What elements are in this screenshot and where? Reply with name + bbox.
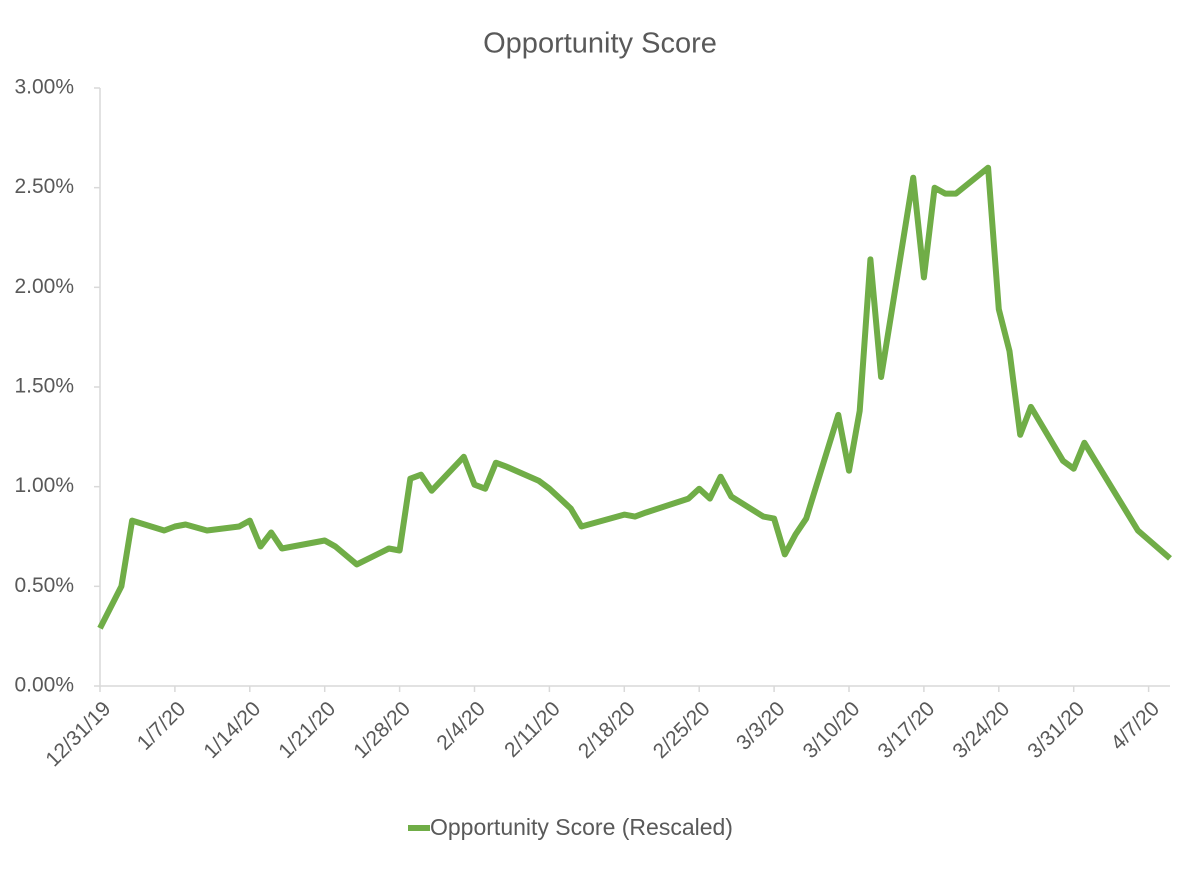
x-tick-label: 12/31/19 xyxy=(41,697,115,771)
x-tick-label: 1/28/20 xyxy=(349,697,415,763)
x-tick-label: 1/21/20 xyxy=(274,697,340,763)
y-tick-label: 1.50% xyxy=(14,375,74,398)
line-series xyxy=(97,164,1172,630)
x-tick-label: 2/11/20 xyxy=(500,697,565,762)
chart-title: Opportunity Score xyxy=(483,28,717,60)
x-tick-label: 2/4/20 xyxy=(432,697,490,755)
x-tick-label: 3/10/20 xyxy=(799,697,865,763)
x-tick-label: 1/14/20 xyxy=(199,697,265,763)
x-tick-label: 1/7/20 xyxy=(133,697,191,755)
y-tick-label: 3.00% xyxy=(14,76,74,99)
y-tick-label: 0.50% xyxy=(14,574,74,597)
x-tick-label: 3/3/20 xyxy=(732,697,790,755)
x-tick-label: 2/18/20 xyxy=(574,697,640,763)
y-tick-label: 1.00% xyxy=(14,474,74,497)
x-tick-label: 2/25/20 xyxy=(649,697,715,763)
x-tick-label: 3/24/20 xyxy=(948,697,1014,763)
x-tick-label: 3/31/20 xyxy=(1023,697,1089,763)
x-tick-label: 3/17/20 xyxy=(874,697,940,763)
y-tick-label: 0.00% xyxy=(14,674,74,697)
y-tick-label: 2.00% xyxy=(14,275,74,298)
legend-label: Opportunity Score (Rescaled) xyxy=(430,814,733,840)
y-tick-label: 2.50% xyxy=(14,175,74,198)
x-tick-label: 4/7/20 xyxy=(1107,697,1165,755)
